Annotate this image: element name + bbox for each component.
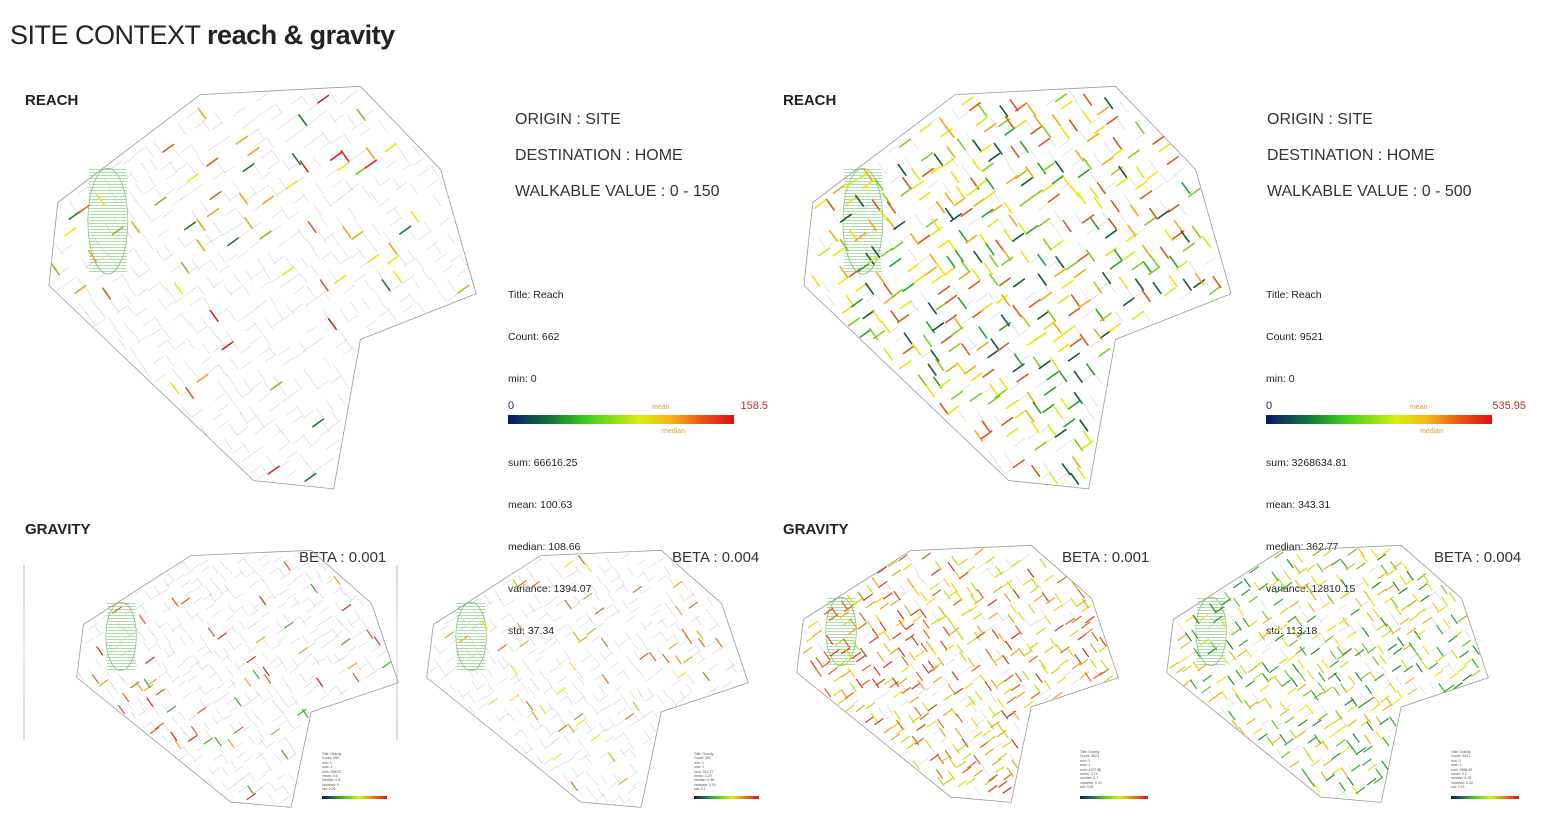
stat-line: Title: Reach [1266,289,1322,301]
stat-line: mean: 100.63 [508,499,573,511]
street-network [811,90,1222,485]
park-area [825,596,857,666]
street-network [802,548,1114,796]
legend-min: 0 [508,400,515,412]
district-boundary [48,85,477,490]
street-network [427,552,738,805]
stat-line: mean: 343.31 [1266,499,1331,511]
origin-text: ORIGIN : SITE [515,111,621,128]
legend-mean: mean [652,404,670,411]
legend-median: median [662,428,685,435]
reach-map [48,85,477,490]
district-boundary [76,549,399,808]
analysis-params: ORIGIN : SITE DESTINATION : HOME WALKABL… [515,102,720,210]
mini-legend-bar [694,796,759,799]
legend-max: 158.5 [740,400,768,412]
page-title: SITE CONTEXT reach & gravity [10,20,395,50]
destination-text: DESTINATION : HOME [515,147,683,164]
gravity-label: GRAVITY [25,521,91,538]
stat-line: sum: 3268634.81 [1266,457,1348,469]
legend-gradient-bar [1266,415,1492,424]
mini-legend-bar [1080,796,1148,799]
beta-label: BETA : 0.001 [1062,549,1150,566]
street-network [50,90,470,482]
mini-stats: Title: Gravity Count: 662 min: 0 max: 1 … [322,752,342,792]
origin-text: ORIGIN : SITE [1267,111,1373,128]
park-area [842,167,884,275]
park-area [455,601,487,671]
mini-stats: Title: Gravity Count: 9521 min: 0 max: 1… [1451,750,1473,790]
reach-label: REACH [25,92,79,109]
legend-gradient-bar [508,415,734,424]
street-network [78,550,392,803]
beta-label: BETA : 0.001 [299,549,387,566]
legend-mean: mean [1410,404,1428,411]
walkable-text: WALKABLE VALUE : 0 - 500 [1267,183,1472,200]
mini-legend-bar [1451,796,1519,799]
mini-stats: Title: Gravity Count: 662 min: 0 max: 1 … [694,752,716,792]
district-boundary [426,549,749,808]
legend-max: 535.95 [1492,400,1526,412]
stat-line: Title: Reach [508,289,564,301]
color-legend: 0 535.95 mean median [1266,400,1526,440]
reach-label: REACH [783,92,837,109]
legend-min: 0 [1266,400,1273,412]
legend-median: median [1420,428,1443,435]
street-network [1169,547,1481,799]
gravity-map [1166,544,1489,803]
gravity-label: GRAVITY [783,521,849,538]
park-area [105,601,137,671]
destination-text: DESTINATION : HOME [1267,147,1435,164]
district-boundary [796,544,1119,803]
gravity-map [426,549,749,808]
color-legend: 0 158.5 mean median [508,400,768,440]
stat-line: Count: 662 [508,331,560,343]
divider [396,565,398,740]
stat-line: Count: 9521 [1266,331,1324,343]
stat-line: min: 0 [508,373,537,385]
gravity-map [76,549,399,808]
beta-label: BETA : 0.004 [672,549,760,566]
stat-line: median: 108.66 [508,541,581,553]
divider [23,565,25,740]
gravity-map [796,544,1119,803]
walkable-text: WALKABLE VALUE : 0 - 150 [515,183,720,200]
stat-line: sum: 66616.25 [508,457,578,469]
mini-stats: Title: Gravity Count: 9521 min: 0 max: 1… [1080,750,1102,790]
mini-legend-bar [322,796,387,799]
reach-map [803,85,1232,490]
stats-block: Title: Reach Count: 662 min: 0 max: 158.… [508,260,591,652]
district-boundary [803,85,1232,490]
analysis-params: ORIGIN : SITE DESTINATION : HOME WALKABL… [1267,102,1472,210]
stat-line: min: 0 [1266,373,1295,385]
beta-label: BETA : 0.004 [1434,549,1522,566]
